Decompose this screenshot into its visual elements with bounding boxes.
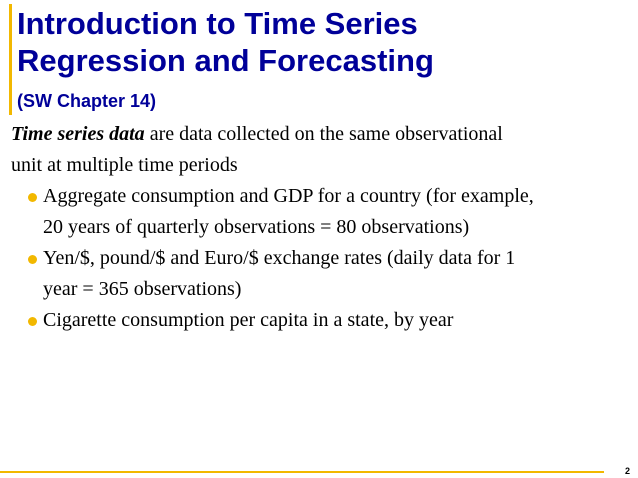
slide-subtitle: (SW Chapter 14): [17, 91, 157, 111]
bullet-item: Cigarette consumption per capita in a st…: [11, 305, 611, 336]
intro-line-1-rest: are data collected on the same observati…: [144, 123, 503, 145]
bullet-line-1: Cigarette consumption per capita in a st…: [43, 309, 454, 331]
slide-title: Introduction to Time Series Regression a…: [17, 5, 434, 79]
intro-paragraph: Time series data are data collected on t…: [11, 119, 611, 181]
title-line-1: Introduction to Time Series: [17, 6, 418, 41]
intro-line-2: unit at multiple time periods: [11, 154, 238, 176]
bullet-dot-icon: [28, 317, 37, 326]
bullet-item: Aggregate consumption and GDP for a coun…: [11, 181, 611, 243]
bullet-item: Yen/$, pound/$ and Euro/$ exchange rates…: [11, 243, 611, 305]
bullet-list: Aggregate consumption and GDP for a coun…: [11, 181, 611, 336]
title-accent-bar: [9, 4, 12, 115]
bullet-line-1: Aggregate consumption and GDP for a coun…: [43, 185, 534, 207]
bullet-dot-icon: [28, 193, 37, 202]
title-line-2: Regression and Forecasting: [17, 43, 434, 78]
slide-content: Time series data are data collected on t…: [11, 119, 611, 336]
page-number: 2: [624, 466, 630, 476]
intro-term: Time series data: [11, 123, 145, 145]
bullet-line-2: 20 years of quarterly observations = 80 …: [43, 216, 470, 238]
bullet-line-2: year = 365 observations): [43, 278, 242, 300]
bullet-line-1: Yen/$, pound/$ and Euro/$ exchange rates…: [43, 247, 516, 269]
footer-divider: [0, 471, 604, 473]
intro-line-1: Time series data are data collected on t…: [11, 119, 611, 150]
bullet-dot-icon: [28, 255, 37, 264]
